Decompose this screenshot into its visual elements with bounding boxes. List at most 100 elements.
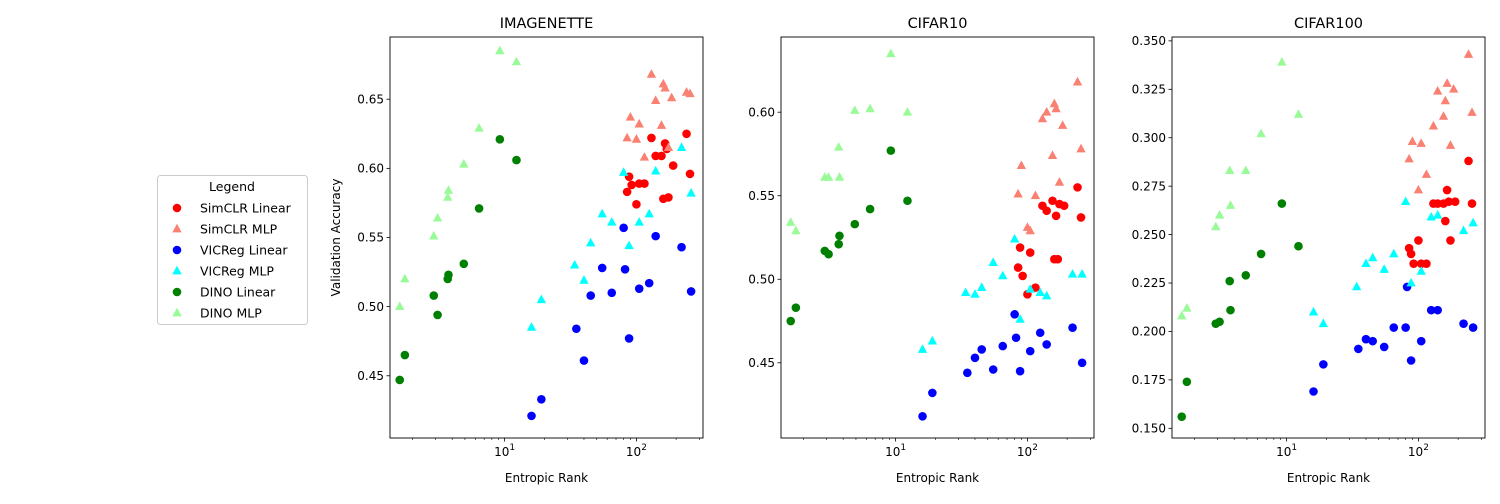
data-point — [656, 120, 667, 129]
data-point — [1401, 323, 1410, 332]
y-tick-label: 0.60 — [748, 105, 775, 119]
data-point — [443, 185, 454, 194]
data-point — [1309, 387, 1318, 396]
data-point — [1416, 138, 1426, 147]
data-point — [1463, 49, 1474, 58]
chart-panel-3: 101 102 0.150 0.175 0.200 0.225 0.250 0.275 0.30… — [1132, 16, 1486, 485]
data-point — [511, 56, 522, 66]
data-point — [1182, 303, 1192, 312]
axes-frame — [1171, 36, 1486, 439]
data-point — [1035, 328, 1045, 338]
data-point — [676, 142, 687, 152]
series-dino-linear — [395, 135, 521, 385]
legend: Legend SimCLR Linear SimCLR MLP VICReg Line… — [157, 175, 308, 325]
data-point — [1015, 314, 1025, 323]
data-point — [1433, 210, 1443, 219]
legend-title: Legend — [209, 179, 255, 194]
data-point — [536, 294, 547, 304]
circle-marker-icon — [172, 245, 182, 255]
data-point — [495, 45, 505, 55]
x-axis-label: Entropic Rank — [1287, 471, 1370, 485]
data-point — [1361, 258, 1371, 268]
data-point — [607, 288, 617, 298]
data-point — [429, 230, 439, 240]
data-point — [677, 242, 686, 252]
y-tick-label: 0.225 — [1132, 276, 1166, 290]
data-point — [1013, 188, 1023, 198]
data-point — [627, 180, 636, 190]
data-point — [1413, 184, 1424, 194]
data-point — [597, 208, 607, 218]
data-point — [644, 278, 654, 288]
legend-entry: SimCLR MLP — [172, 222, 278, 237]
data-point — [1059, 201, 1069, 211]
data-point — [960, 287, 971, 297]
series-simclr-linear — [622, 129, 695, 209]
series-vicreg-mlp — [917, 233, 1087, 353]
data-point — [1225, 200, 1236, 209]
axes-frame — [780, 36, 1095, 439]
legend-entry: VICReg MLP — [172, 264, 274, 279]
data-point — [569, 259, 580, 269]
data-point — [1409, 259, 1418, 268]
data-point — [1177, 412, 1187, 421]
y-axis-label: Validation Accuracy — [329, 179, 343, 297]
x-axis-label: Entropic Rank — [896, 471, 979, 485]
data-point — [1256, 249, 1266, 259]
plot-area — [390, 37, 703, 438]
data-point — [886, 48, 896, 58]
y-tick-label: 0.200 — [1132, 325, 1166, 339]
data-point — [1416, 336, 1426, 346]
data-point — [970, 353, 980, 363]
data-point — [1407, 136, 1418, 145]
data-point — [526, 322, 537, 331]
data-point — [1294, 241, 1303, 251]
data-point — [903, 196, 912, 206]
data-point — [1433, 305, 1442, 315]
x-axis-label: Entropic Rank — [505, 471, 588, 485]
plot-area — [1172, 37, 1485, 438]
data-point — [1404, 153, 1414, 163]
data-point — [459, 259, 469, 269]
series-vicreg-linear — [527, 223, 696, 421]
chart-title: CIFAR100 — [1294, 16, 1363, 32]
y-tick-label: 0.65 — [357, 92, 384, 106]
data-point — [668, 161, 678, 170]
plot-area — [781, 37, 1094, 438]
data-point — [1048, 196, 1057, 206]
data-point — [850, 219, 860, 229]
chart-panels: 101 102 0.45 0.50 0.55 0.60 0.65 IMAGENETTE Entr… — [329, 16, 1486, 485]
data-point — [1013, 263, 1023, 272]
data-point — [474, 123, 484, 132]
data-point — [1076, 213, 1086, 222]
data-point — [1241, 165, 1251, 175]
data-point — [1018, 271, 1027, 281]
data-point — [1015, 366, 1025, 376]
data-point — [1214, 210, 1225, 219]
data-point — [660, 82, 670, 92]
data-point — [1467, 107, 1477, 116]
legend-entry: DINO Linear — [172, 285, 276, 300]
series-simclr-mlp — [622, 69, 695, 161]
data-point — [1072, 76, 1083, 86]
y-tick-label: 0.275 — [1132, 179, 1166, 193]
data-point — [998, 270, 1008, 280]
y-tick-label: 0.55 — [357, 231, 384, 245]
data-point — [1051, 211, 1061, 221]
data-point — [624, 240, 634, 250]
data-point — [927, 335, 938, 345]
data-point — [977, 345, 987, 354]
data-point — [1077, 358, 1087, 368]
data-point — [657, 151, 666, 161]
y-tick-label: 0.250 — [1132, 228, 1166, 242]
data-point — [835, 231, 844, 241]
data-point — [1467, 199, 1477, 208]
data-point — [1241, 270, 1251, 280]
legend-label: VICReg Linear — [200, 243, 288, 258]
data-point — [1351, 281, 1362, 291]
data-point — [631, 134, 642, 143]
data-point — [1225, 276, 1235, 286]
data-point — [918, 411, 927, 421]
data-point — [865, 204, 875, 214]
